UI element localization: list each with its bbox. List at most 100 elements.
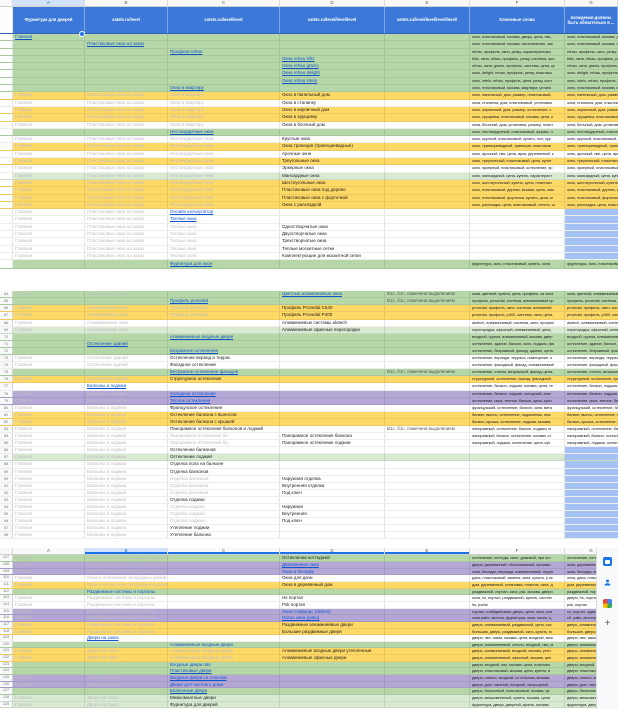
keywords-required-cell[interactable]: окно, раскладка, цена, пластиковый, ст: [567, 201, 618, 207]
keywords-cell[interactable]: портал, слайдинговая, дверь, цена, окна,…: [470, 608, 565, 615]
keywords-cell[interactable]: остекление, балкон, лоджия, холодный, ал…: [470, 390, 565, 397]
cell-d[interactable]: [280, 496, 385, 504]
cell-a[interactable]: Главная: [13, 312, 85, 319]
cell-c[interactable]: Алюминиевые входные двери: [168, 655, 280, 661]
cell-b[interactable]: [85, 369, 168, 376]
cell-a[interactable]: Главная: [13, 575, 85, 582]
keywords-required-cell[interactable]: окно, пластиковый, москва, квартира, у: [567, 85, 618, 91]
cell-c[interactable]: Окна в квартиру: [168, 85, 280, 92]
row-number[interactable]: 69: [0, 326, 13, 333]
cell-c[interactable]: Алюминиевые входные двери: [168, 648, 280, 655]
keywords-cell[interactable]: раздвижной, портал, окна, psk, москва, д…: [470, 588, 565, 595]
row-number[interactable]: 124: [0, 668, 13, 675]
cell-c[interactable]: Витражное остекление фасадов: [168, 369, 280, 376]
cell-d[interactable]: [280, 588, 385, 595]
cell-c[interactable]: Остекление балкона с выносом: [168, 411, 280, 418]
row-number[interactable]: 81: [0, 411, 13, 418]
cell-c[interactable]: [168, 615, 280, 621]
cell-link[interactable]: Пластиковые двери: [170, 668, 212, 674]
row-number[interactable]: 94: [0, 504, 13, 511]
keywords-required-cell[interactable]: балкон, крыша, остекление, лоджия, м: [567, 418, 618, 424]
row-number[interactable]: 80: [0, 404, 13, 411]
cell-c[interactable]: Нестандартные окна: [168, 179, 280, 187]
cell-b[interactable]: [85, 77, 168, 85]
cell-a[interactable]: Главная: [13, 114, 85, 121]
cell-c[interactable]: Остекление балконов: [168, 447, 280, 454]
keywords-required-cell[interactable]: профиль, provedal, система, алюминие: [567, 298, 618, 304]
cell-b[interactable]: Балконы и лоджии: [85, 397, 168, 404]
row-number[interactable]: [0, 55, 13, 63]
cell-d[interactable]: Наружная: [280, 504, 385, 511]
cell-b[interactable]: Алюминиевые окна: [85, 291, 168, 298]
cell-e[interactable]: [385, 165, 470, 172]
cell-d[interactable]: [280, 34, 385, 41]
cell-c[interactable]: Отделка лоджии: [168, 496, 280, 504]
cell-e[interactable]: [385, 418, 470, 425]
cell-a[interactable]: [13, 668, 85, 675]
cell-c[interactable]: Структурное остекление: [168, 376, 280, 383]
cell-b[interactable]: Балконы и лоджии: [85, 461, 168, 468]
cell-b[interactable]: Пластиковые окна на заказ: [85, 231, 168, 238]
cell-e[interactable]: [385, 106, 470, 114]
cell-e[interactable]: [385, 532, 470, 539]
keywords-cell[interactable]: окна, сталинка, дом, пластиковый, устано…: [470, 99, 565, 106]
cell-e[interactable]: [385, 355, 470, 362]
cell-d[interactable]: Остекление коттеджей: [280, 555, 385, 562]
cell-link[interactable]: Раздвижные системы и порталы: [87, 588, 155, 594]
row-number[interactable]: 111: [0, 582, 13, 588]
cell-e[interactable]: [385, 216, 470, 223]
keywords-cell[interactable]: [470, 454, 565, 461]
cell-e[interactable]: [385, 121, 470, 128]
keywords-cell[interactable]: структурный, остекление, фасад, фасадный…: [470, 376, 565, 383]
cell-d[interactable]: Окна в хрущевку: [280, 114, 385, 121]
cell-b[interactable]: Балконы и лоджии: [85, 511, 168, 518]
cell-c[interactable]: [168, 34, 280, 41]
cell-b[interactable]: Пластиковые окна на заказ: [85, 194, 168, 201]
column-letter-f[interactable]: F: [470, 0, 565, 6]
cell-e[interactable]: [385, 575, 470, 582]
cell-e[interactable]: [385, 376, 470, 383]
cell-d[interactable]: Окна в блочный дом: [280, 121, 385, 128]
cell-c[interactable]: Алюминиевые входные двери: [168, 641, 280, 648]
cell-e[interactable]: [385, 461, 470, 468]
keywords-required-cell[interactable]: окна, сталинка, дом, пластиковый, уста: [567, 99, 618, 105]
cell-link[interactable]: Остекление зданий: [87, 340, 128, 346]
keywords-cell[interactable]: дверь, алюминиевый, входной, москва, уте…: [470, 648, 565, 655]
cell-a[interactable]: Главная: [13, 99, 85, 106]
row-number[interactable]: 71: [0, 340, 13, 347]
cell-b[interactable]: Алюминиевые окна: [85, 326, 168, 333]
row-number[interactable]: 119: [0, 635, 13, 641]
cell-b[interactable]: Двери на заказ: [85, 648, 168, 655]
cell-a[interactable]: Главная: [13, 216, 85, 223]
cell-d[interactable]: Наружная отделка: [280, 475, 385, 482]
cell-b[interactable]: Пластиковые окна на заказ: [85, 165, 168, 172]
cell-b[interactable]: Пластиковые окна на заказ: [85, 121, 168, 128]
cell-b[interactable]: [85, 63, 168, 70]
cell-e[interactable]: [385, 390, 470, 397]
keywords-cell[interactable]: панорамный, балкон, остекление, москва, …: [470, 433, 565, 440]
keywords-required-cell[interactable]: двери, пластиковый, москва, цена, куп: [567, 668, 618, 674]
cell-a[interactable]: Главная: [13, 562, 85, 568]
cell-b[interactable]: Пластиковые окна на заказ: [85, 99, 168, 106]
cell-c[interactable]: Теплые окна: [168, 252, 280, 260]
row-number[interactable]: 108: [0, 562, 13, 568]
cell-c[interactable]: Панорамное остекление ба: [168, 433, 280, 440]
keywords-required-cell[interactable]: [565, 209, 618, 216]
cell-b[interactable]: Балконы и лоджии: [85, 504, 168, 511]
cell-link[interactable]: Окна rehau grazio: [282, 63, 319, 69]
keywords-cell[interactable]: [470, 252, 565, 260]
cell-link[interactable]: Фурнитура для окон: [170, 261, 213, 267]
cell-e[interactable]: [385, 482, 470, 489]
keywords-cell[interactable]: двери, межкомнатный, купить, москва, цен…: [470, 694, 565, 701]
cell-c[interactable]: Окна в квартиру: [168, 106, 280, 114]
row-number[interactable]: [0, 194, 13, 201]
cell-a[interactable]: [13, 70, 85, 77]
cell-d[interactable]: Комплектующие для москитной сетки: [280, 252, 385, 260]
keywords-required-cell[interactable]: provedal, профиль, р400, система, окн: [567, 312, 618, 318]
cell-d[interactable]: [280, 355, 385, 362]
keywords-cell[interactable]: профиль, provedal, система, алюминиевый …: [470, 298, 565, 305]
keywords-cell[interactable]: rehau, окна, grazio, профиль, система, ц…: [470, 63, 565, 70]
cell-b[interactable]: Двери на заказ: [85, 655, 168, 661]
keywords-cell[interactable]: остекление, балкон, лоджия, москва, цена…: [470, 383, 565, 390]
keywords-required-cell[interactable]: дверь, алюминиевый, раздвижной, це: [567, 621, 618, 627]
